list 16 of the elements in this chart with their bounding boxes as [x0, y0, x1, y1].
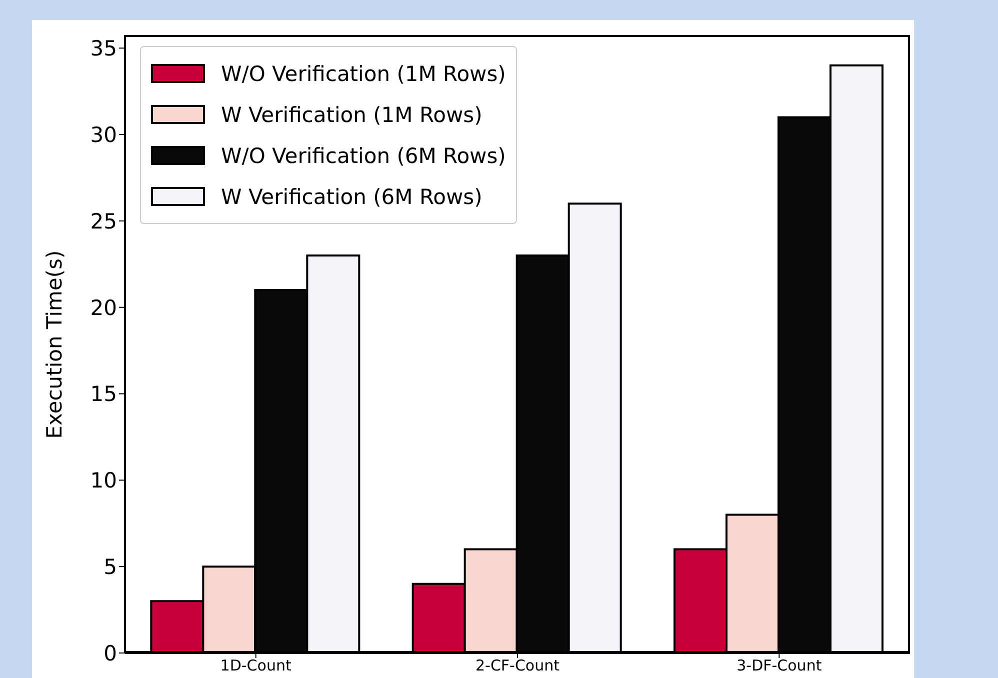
legend-label: W Verification (6M Rows) — [221, 184, 482, 208]
y-tick-label: 20 — [90, 296, 117, 320]
y-tick-label: 35 — [90, 36, 117, 61]
x-tick-label: 3-DF-Count — [736, 656, 822, 675]
y-tick-label: 25 — [90, 209, 117, 234]
x-tick-label: 1D-Count — [220, 656, 292, 675]
y-tick-label: 0 — [104, 641, 117, 666]
legend-label: W/O Verification (1M Rows) — [221, 62, 506, 86]
legend-label: W/O Verification (6M Rows) — [221, 144, 506, 168]
x-tick-label: 2-CF-Count — [475, 656, 560, 675]
y-axis-title: Execution Time(s) — [42, 250, 66, 439]
legend-label: W Verification (1M Rows) — [221, 102, 482, 126]
y-tick-label: 30 — [90, 122, 117, 147]
y-tick-label: 10 — [90, 468, 117, 493]
y-tick-label: 5 — [104, 555, 117, 580]
y-tick-label: 15 — [90, 382, 117, 406]
